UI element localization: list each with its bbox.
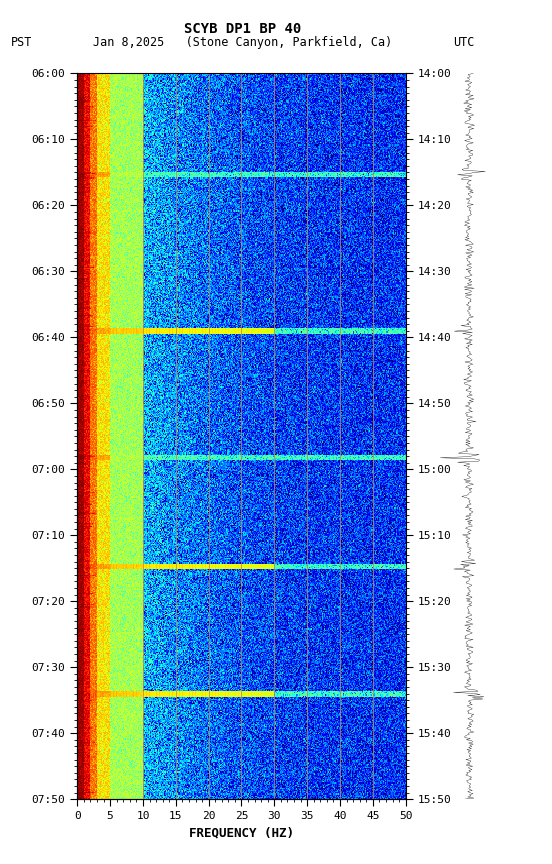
Text: UTC: UTC <box>453 36 475 49</box>
X-axis label: FREQUENCY (HZ): FREQUENCY (HZ) <box>189 827 294 840</box>
Text: Jan 8,2025   (Stone Canyon, Parkfield, Ca): Jan 8,2025 (Stone Canyon, Parkfield, Ca) <box>93 36 392 49</box>
Text: SCYB DP1 BP 40: SCYB DP1 BP 40 <box>184 22 301 35</box>
Text: PST: PST <box>11 36 33 49</box>
